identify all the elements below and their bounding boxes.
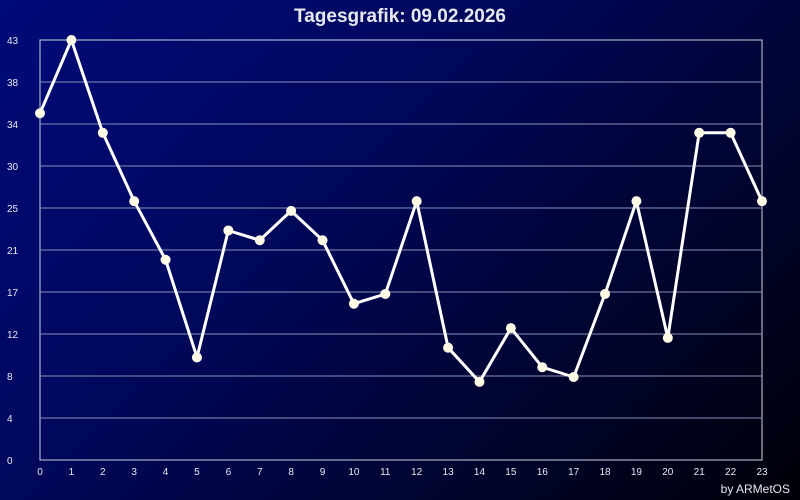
data-point [725,127,736,138]
data-point [662,332,673,343]
x-tick-label: 15 [505,467,517,478]
x-tick-label: 6 [226,467,232,478]
series-line-group [38,38,764,384]
data-point [286,205,297,216]
x-tick-label: 5 [194,467,200,478]
x-tick-label: 3 [131,467,137,478]
y-tick-label: 38 [7,78,19,89]
x-tick-label: 16 [537,467,549,478]
y-tick-label: 17 [7,288,19,299]
x-tick-label: 23 [756,467,768,478]
data-point [129,196,140,207]
x-tick-label: 0 [37,467,43,478]
y-tick-label: 21 [7,246,19,257]
data-point [317,235,328,246]
grid-lines [40,81,762,419]
series-line [38,38,764,384]
x-tick-label: 14 [474,467,486,478]
data-point [568,371,579,382]
y-tick-label: 30 [7,162,19,173]
x-tick-label: 22 [725,467,737,478]
data-markers [35,35,767,387]
data-point [411,196,422,207]
data-point [97,127,108,138]
data-point [348,298,359,309]
data-point [474,376,485,387]
y-axis-ticks: 0 4 8 12 17 21 25 30 34 38 43 [7,36,19,467]
y-tick-label: 0 [7,456,13,467]
credit-text: by ARMetOS [720,482,790,496]
x-tick-label: 12 [411,467,423,478]
x-tick-label: 17 [568,467,580,478]
data-point [537,362,548,373]
y-tick-label: 25 [7,204,19,215]
x-axis-ticks: 0 1 2 3 4 5 6 7 8 9 10 11 12 13 14 15 16 17 18 19 20 21 22 23 [37,467,768,478]
x-tick-label: 10 [348,467,360,478]
data-point [380,288,391,299]
x-tick-label: 1 [69,467,75,478]
x-tick-label: 11 [380,467,391,478]
x-tick-label: 13 [443,467,455,478]
data-point [191,352,202,363]
data-point [694,127,705,138]
data-point [443,342,454,353]
y-tick-label: 12 [7,330,19,341]
data-point [160,254,171,265]
data-point [600,288,611,299]
data-point [631,196,642,207]
x-tick-label: 2 [100,467,106,478]
x-tick-label: 21 [694,467,706,478]
x-tick-label: 20 [662,467,674,478]
chart-title: Tagesgrafik: 09.02.2026 [294,6,506,27]
y-tick-label: 34 [7,120,19,131]
data-point [35,108,45,119]
y-tick-label: 4 [7,414,13,425]
x-tick-label: 7 [257,467,263,478]
data-point [66,35,77,45]
x-tick-label: 18 [599,467,611,478]
data-point [757,196,767,207]
x-tick-label: 19 [631,467,643,478]
data-point [254,235,265,246]
x-tick-label: 8 [288,467,294,478]
x-tick-label: 4 [163,467,169,478]
y-tick-label: 8 [7,372,13,383]
data-point [505,323,516,334]
y-tick-label: 43 [7,36,19,47]
x-tick-label: 9 [320,467,326,478]
data-point [223,225,234,236]
